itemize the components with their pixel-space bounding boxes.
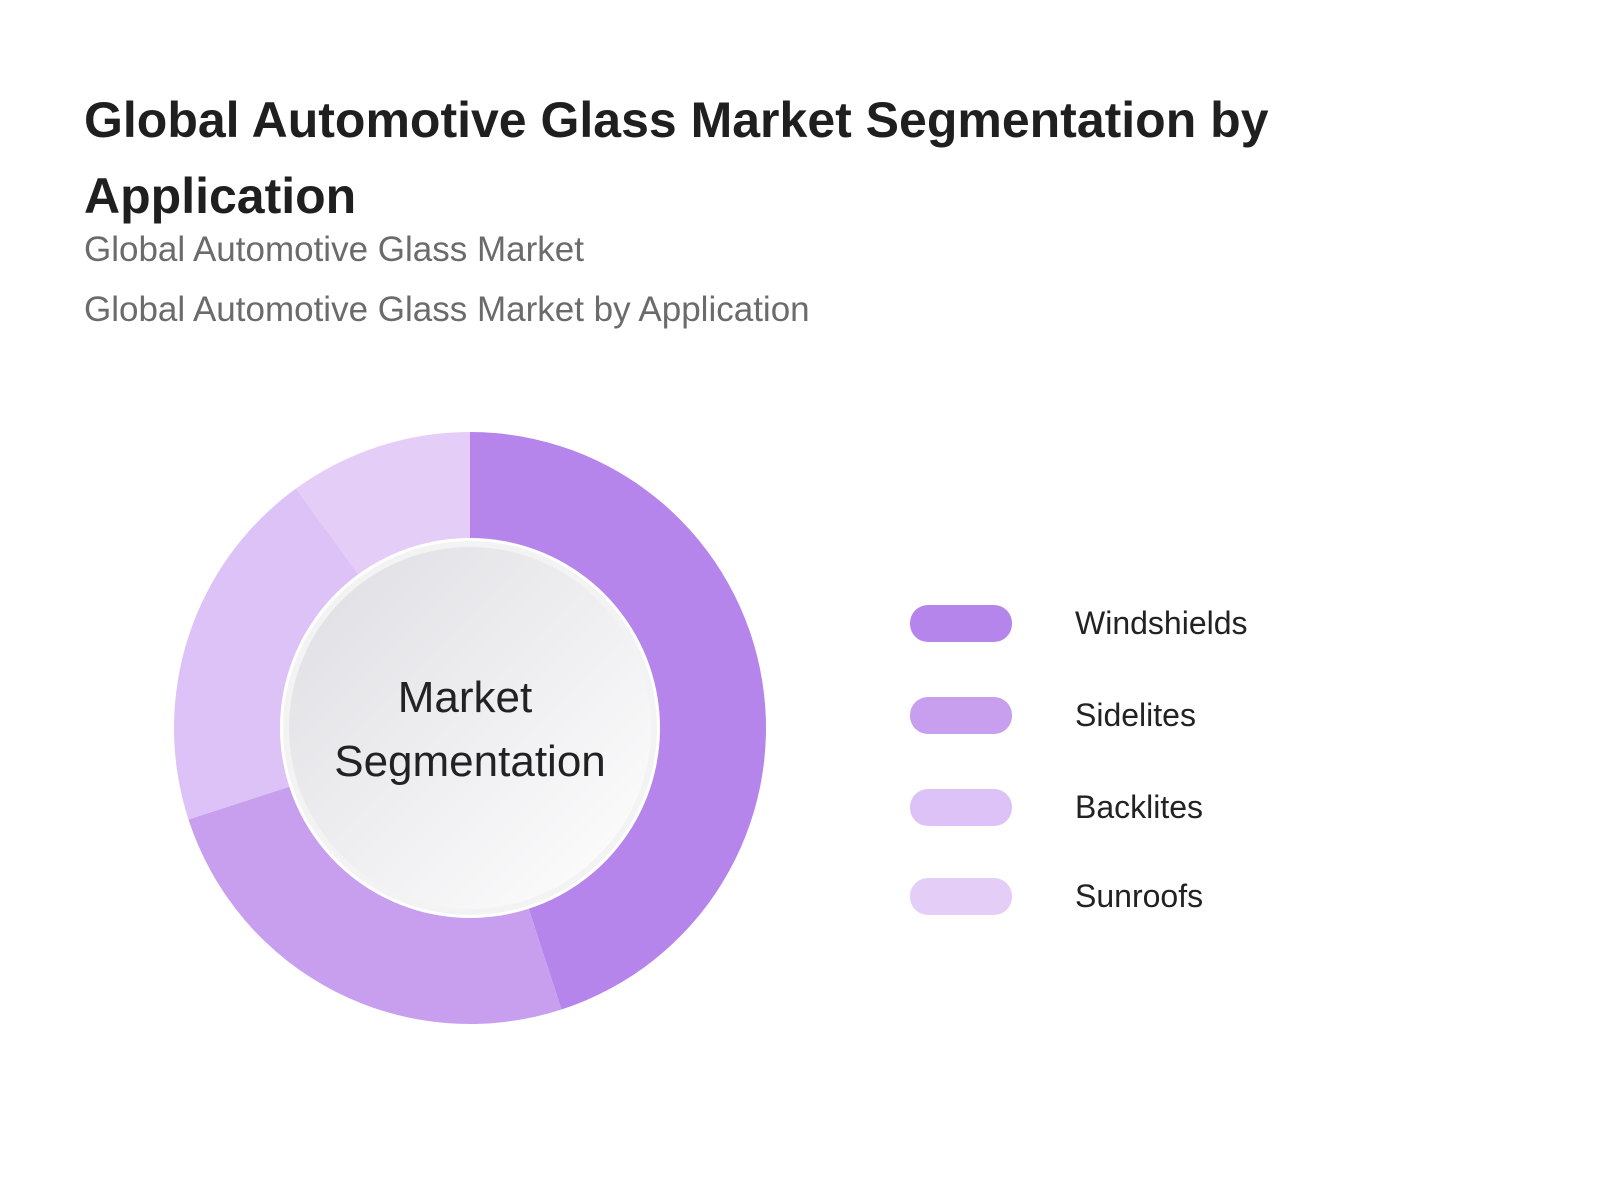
center-circle bbox=[289, 547, 651, 909]
legend-swatch bbox=[910, 789, 1012, 826]
legend-label: Backlites bbox=[1075, 789, 1204, 825]
legend-item-backlites: Backlites bbox=[910, 789, 1310, 829]
chart-subtitle: Global Automotive Glass Market bbox=[84, 230, 584, 269]
center-label-line-1: Market bbox=[398, 673, 532, 722]
legend-swatch bbox=[910, 878, 1012, 915]
slice-windshields bbox=[470, 432, 767, 1010]
legend-label: Sunroofs bbox=[1075, 878, 1204, 914]
legend-label: Sidelites bbox=[1075, 697, 1196, 733]
legend-swatch bbox=[910, 605, 1012, 642]
slice-sunroofs bbox=[296, 432, 470, 575]
slice-sidelites bbox=[188, 786, 562, 1024]
legend-label: Windshields bbox=[1075, 605, 1248, 641]
legend-item-sunroofs: Sunroofs bbox=[910, 878, 1310, 918]
legend-item-sidelites: Sidelites bbox=[910, 697, 1310, 737]
legend-swatch bbox=[910, 697, 1012, 734]
chart-subtitle-2: Global Automotive Glass Market by Applic… bbox=[84, 290, 810, 329]
slice-backlites bbox=[174, 488, 359, 820]
chart-title: Global Automotive Glass Market Segmentat… bbox=[84, 92, 1269, 224]
legend-item-windshields: Windshields bbox=[910, 605, 1310, 645]
center-label-line-2: Segmentation bbox=[334, 737, 606, 786]
